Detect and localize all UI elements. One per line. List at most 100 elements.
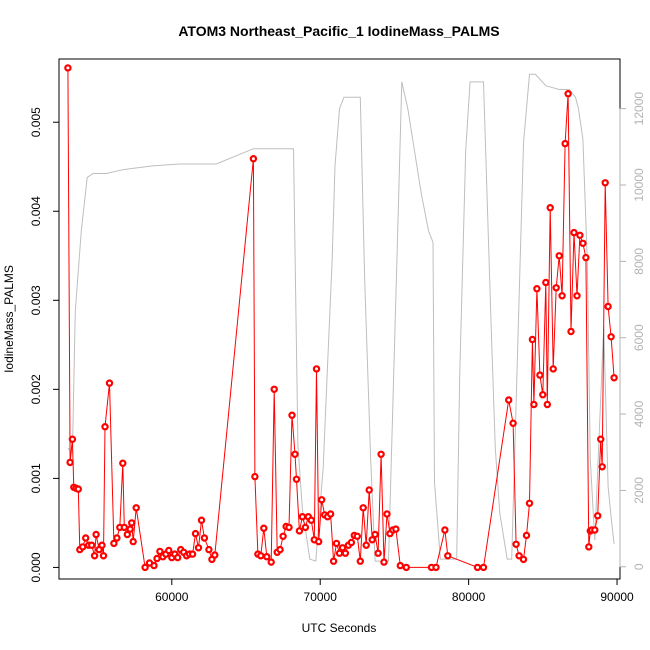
data-point [127, 519, 136, 527]
x-axis: 60000 70000 80000 90000 [155, 578, 634, 604]
data-point [132, 504, 140, 512]
data-point [479, 563, 488, 572]
data-point [509, 419, 517, 427]
data-point [260, 524, 268, 532]
data-point [263, 553, 271, 561]
data-point [288, 411, 296, 419]
data-point [515, 552, 523, 560]
data-point [156, 547, 164, 556]
data-point [141, 563, 149, 572]
y-tick-label: 0.001 [29, 463, 43, 493]
data-point [81, 534, 90, 542]
y2-tick-label: 6000 [632, 324, 646, 351]
data-point [267, 558, 275, 566]
y2-tick-label: 8000 [632, 248, 646, 275]
y-tick-label: 0.002 [29, 374, 43, 404]
data-point [119, 459, 127, 467]
data-point [539, 391, 547, 399]
data-point [99, 552, 108, 560]
data-point [380, 558, 388, 566]
data-point [536, 371, 544, 379]
data-point [383, 510, 391, 518]
data-point [402, 563, 410, 572]
data-point [604, 302, 612, 311]
data-point [205, 545, 213, 554]
data-point [377, 450, 385, 458]
data-point [552, 284, 560, 292]
data-point [567, 327, 575, 336]
data-point [533, 285, 541, 293]
data-point [522, 531, 531, 540]
data-point [74, 485, 83, 493]
data-point [371, 530, 379, 539]
data-point [546, 203, 554, 212]
chart-title: ATOM3 Northeast_Pacific_1 IodineMass_PAL… [178, 23, 499, 39]
data-point [392, 525, 400, 533]
data-point [555, 252, 563, 260]
data-point [329, 557, 338, 565]
data-point [291, 450, 299, 458]
data-point [594, 512, 602, 520]
x-axis-label: UTC Seconds [302, 621, 377, 635]
y-tick-label: 0.003 [29, 285, 43, 315]
data-point [307, 516, 315, 524]
y-axis: 0.000 0.001 0.002 0.003 0.004 0.005 [29, 107, 60, 582]
data-point [197, 516, 206, 524]
data-point [374, 549, 382, 557]
data-point [505, 396, 513, 404]
data-point [270, 385, 278, 393]
series-line [67, 67, 615, 569]
data-point [353, 532, 361, 541]
altitude-line [67, 73, 615, 562]
data-point [211, 551, 219, 559]
data-point [326, 510, 335, 518]
data-point [66, 458, 74, 467]
y-tick-label: 0.005 [29, 107, 43, 137]
data-point [441, 526, 449, 534]
x-tick-label: 90000 [600, 590, 634, 604]
data-point [257, 552, 265, 560]
x-tick-label: 80000 [452, 590, 486, 604]
data-point [92, 530, 100, 539]
data-point [249, 154, 258, 163]
data-point [301, 523, 310, 532]
data-point [368, 536, 376, 544]
data-point [607, 333, 615, 341]
data-point [87, 541, 96, 549]
data-point [113, 534, 121, 542]
data-point [165, 546, 173, 555]
data-point [512, 540, 520, 549]
data-point [576, 231, 584, 239]
data-point [298, 513, 307, 521]
data-point [129, 537, 137, 546]
data-point [582, 253, 590, 262]
data-point [338, 544, 347, 552]
data-point [285, 523, 293, 532]
data-point [356, 557, 364, 565]
data-point [542, 278, 550, 287]
data-point [90, 552, 99, 560]
data-point [332, 539, 341, 548]
data-point [585, 543, 593, 551]
data-point [519, 555, 528, 564]
data-point [347, 538, 356, 547]
data-point [525, 499, 534, 507]
data-point [444, 552, 452, 560]
data-point [601, 179, 609, 187]
data-point [610, 374, 618, 382]
y-tick-label: 0.000 [29, 552, 43, 582]
data-point [549, 365, 557, 373]
data-point [68, 435, 77, 443]
data-point [598, 463, 606, 471]
x-tick-label: 70000 [304, 590, 338, 604]
data-point [591, 526, 599, 534]
y2-tick-label: 10000 [632, 168, 646, 202]
data-point [194, 544, 203, 552]
data-point [276, 545, 284, 554]
data-point [150, 561, 158, 570]
data-point [295, 527, 304, 535]
data-point [78, 543, 87, 551]
data-point [432, 563, 440, 572]
altitude-series [67, 73, 615, 562]
y-tick-label: 0.004 [29, 196, 43, 226]
